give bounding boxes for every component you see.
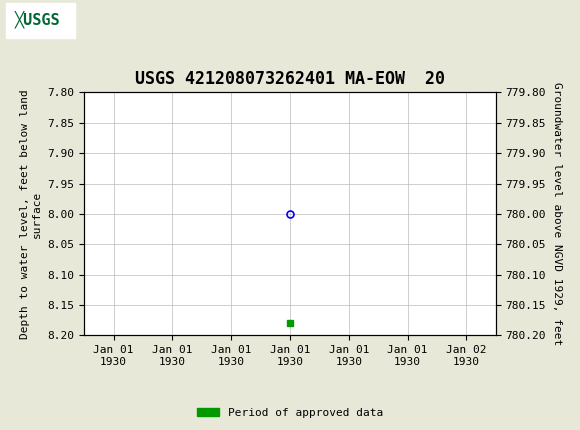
Title: USGS 421208073262401 MA-EOW  20: USGS 421208073262401 MA-EOW 20	[135, 70, 445, 88]
Bar	[6, 3, 75, 37]
Text: ╳USGS: ╳USGS	[14, 11, 60, 28]
Y-axis label: Depth to water level, feet below land
surface: Depth to water level, feet below land su…	[20, 89, 42, 339]
Legend: Period of approved data: Period of approved data	[193, 403, 387, 422]
Y-axis label: Groundwater level above NGVD 1929, feet: Groundwater level above NGVD 1929, feet	[552, 82, 561, 346]
